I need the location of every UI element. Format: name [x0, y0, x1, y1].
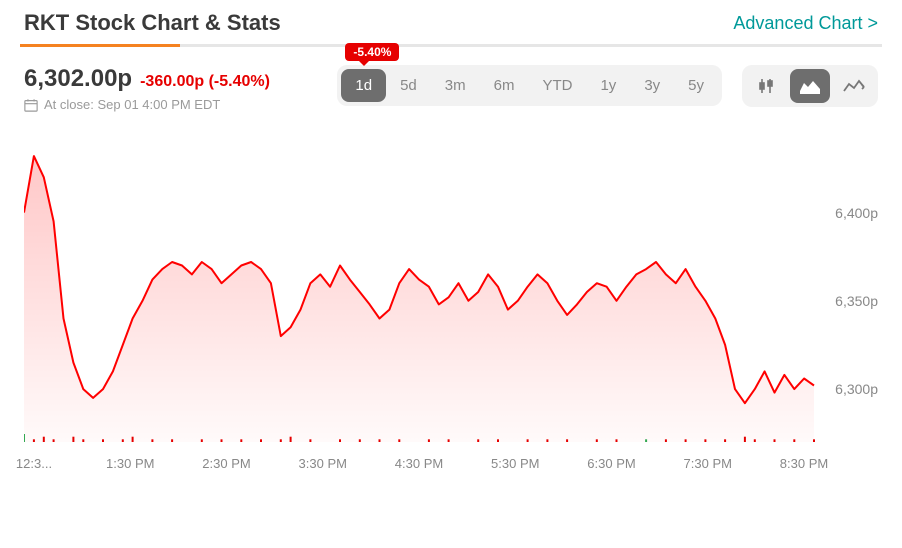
header-underline-accent: [20, 44, 180, 47]
range-selector: 1d5d3m6mYTD1y3y5y: [337, 65, 722, 106]
candlestick-icon[interactable]: [746, 69, 786, 103]
range-3m[interactable]: 3m: [431, 69, 480, 102]
line-icon[interactable]: [834, 69, 874, 103]
x-tick-label: 3:30 PM: [299, 456, 347, 471]
range-5d[interactable]: 5d: [386, 69, 431, 102]
y-tick-label: 6,350p: [835, 293, 878, 309]
range-change-badge: -5.40%: [345, 43, 399, 61]
price-change: -360.00p (-5.40%): [140, 73, 270, 91]
y-tick-label: 6,400p: [835, 205, 878, 221]
chart-area[interactable]: 6,300p6,350p6,400p 12:3...1:30 PM2:30 PM…: [24, 142, 878, 502]
x-tick-label: 1:30 PM: [106, 456, 154, 471]
x-tick-label: 12:3...: [16, 456, 52, 471]
calendar-icon: [24, 98, 38, 112]
range-6m[interactable]: 6m: [480, 69, 529, 102]
x-tick-label: 5:30 PM: [491, 456, 539, 471]
header-underline: [20, 44, 882, 47]
y-tick-label: 6,300p: [835, 381, 878, 397]
x-tick-label: 8:30 PM: [780, 456, 828, 471]
advanced-chart-link[interactable]: Advanced Chart >: [733, 13, 878, 34]
x-tick-label: 2:30 PM: [202, 456, 250, 471]
last-price: 6,302.00p: [24, 65, 132, 93]
x-tick-label: 4:30 PM: [395, 456, 443, 471]
range-ytd[interactable]: YTD: [528, 69, 586, 102]
chart-style-selector: [742, 65, 878, 107]
range-1y[interactable]: 1y: [586, 69, 630, 102]
area-icon[interactable]: [790, 69, 830, 103]
range-1d[interactable]: 1d: [341, 69, 386, 102]
range-5y[interactable]: 5y: [674, 69, 718, 102]
close-timestamp: At close: Sep 01 4:00 PM EDT: [44, 97, 220, 112]
x-tick-label: 6:30 PM: [587, 456, 635, 471]
price-block: 6,302.00p -360.00p (-5.40%) At close: Se…: [24, 65, 304, 112]
page-title: RKT Stock Chart & Stats: [24, 10, 281, 36]
range-3y[interactable]: 3y: [630, 69, 674, 102]
x-tick-label: 7:30 PM: [684, 456, 732, 471]
